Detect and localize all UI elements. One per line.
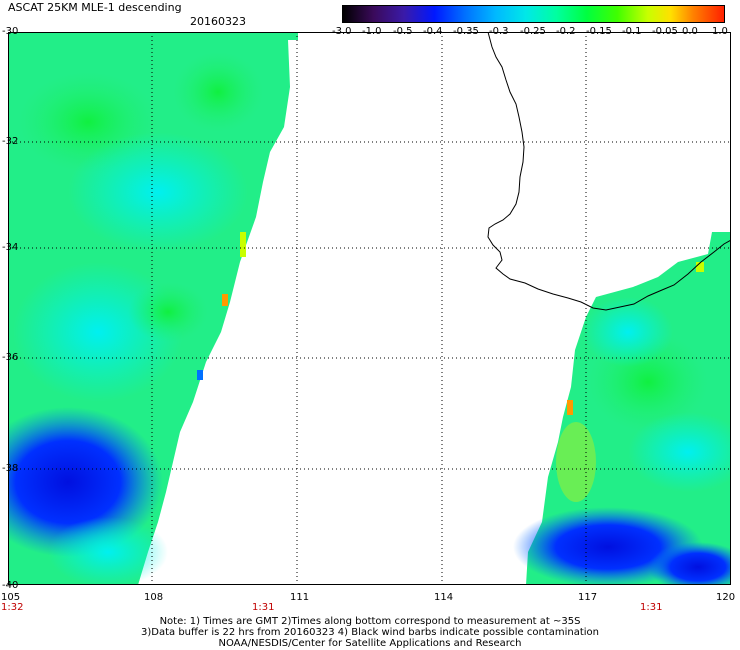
colorbar-label: -1.0 bbox=[362, 26, 382, 37]
lat-label: -40 bbox=[2, 580, 19, 591]
lat-label: -30 bbox=[2, 26, 19, 37]
lat-gridlines bbox=[8, 141, 731, 470]
colorbar bbox=[342, 5, 725, 23]
west-swath bbox=[8, 32, 298, 585]
footnote: Note: 1) Times are GMT 2)Times along bot… bbox=[0, 616, 740, 649]
colorbar-label: -3.0 bbox=[332, 26, 352, 37]
colorbar-label: -0.15 bbox=[586, 26, 612, 37]
lat-label: -34 bbox=[2, 242, 19, 253]
time-label: 1:32 bbox=[1, 602, 24, 613]
coastline bbox=[487, 32, 731, 311]
colorbar-label: 0.0 bbox=[682, 26, 698, 37]
colorbar-label: -0.5 bbox=[393, 26, 413, 37]
lon-label: 114 bbox=[434, 592, 454, 603]
lat-label: -36 bbox=[2, 352, 19, 363]
lat-label: -32 bbox=[2, 136, 19, 147]
colorbar-label: -0.1 bbox=[622, 26, 642, 37]
lon-label: 105 bbox=[1, 592, 21, 603]
lon-label: 120 bbox=[716, 592, 736, 603]
lon-gridlines bbox=[151, 32, 587, 585]
east-swath bbox=[513, 232, 731, 585]
colorbar-label: -0.2 bbox=[556, 26, 576, 37]
footnote-line: 3)Data buffer is 22 hrs from 20160323 4)… bbox=[141, 627, 599, 638]
lon-label: 108 bbox=[144, 592, 164, 603]
map-frame bbox=[8, 32, 731, 585]
lon-label: 111 bbox=[290, 592, 310, 603]
colorbar-label: -0.35 bbox=[453, 26, 479, 37]
footnote-line: NOAA/NESDIS/Center for Satellite Applica… bbox=[218, 638, 522, 649]
footnote-line: Note: 1) Times are GMT 2)Times along bot… bbox=[159, 616, 581, 627]
time-label: 1:31 bbox=[640, 602, 663, 613]
colorbar-label: -0.3 bbox=[489, 26, 509, 37]
map-plot bbox=[8, 32, 731, 585]
colorbar-label: 1.0 bbox=[712, 26, 728, 37]
colorbar-label: -0.25 bbox=[520, 26, 546, 37]
colorbar-label: -0.4 bbox=[423, 26, 443, 37]
time-label: 1:31 bbox=[252, 602, 275, 613]
product-title: ASCAT 25KM MLE-1 descending bbox=[8, 1, 182, 14]
lat-label: -38 bbox=[2, 463, 19, 474]
colorbar-label: -0.05 bbox=[652, 26, 678, 37]
product-date: 20160323 bbox=[190, 15, 246, 28]
lon-label: 117 bbox=[578, 592, 598, 603]
